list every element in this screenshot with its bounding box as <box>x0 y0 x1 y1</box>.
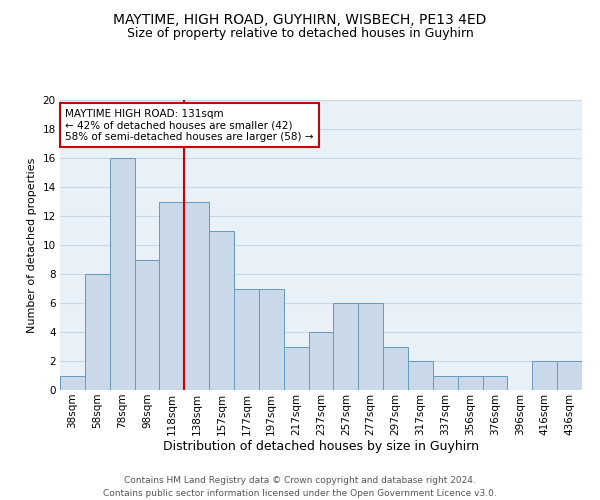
Bar <box>532 361 557 390</box>
Bar <box>408 361 433 390</box>
Bar <box>433 376 458 390</box>
Bar <box>284 346 308 390</box>
Bar <box>209 230 234 390</box>
Bar <box>160 202 184 390</box>
Bar <box>482 376 508 390</box>
Text: Contains HM Land Registry data © Crown copyright and database right 2024.
Contai: Contains HM Land Registry data © Crown c… <box>103 476 497 498</box>
Bar <box>259 288 284 390</box>
Bar <box>308 332 334 390</box>
Text: Size of property relative to detached houses in Guyhirn: Size of property relative to detached ho… <box>127 28 473 40</box>
Text: MAYTIME, HIGH ROAD, GUYHIRN, WISBECH, PE13 4ED: MAYTIME, HIGH ROAD, GUYHIRN, WISBECH, PE… <box>113 12 487 26</box>
X-axis label: Distribution of detached houses by size in Guyhirn: Distribution of detached houses by size … <box>163 440 479 454</box>
Bar <box>557 361 582 390</box>
Bar <box>60 376 85 390</box>
Bar <box>234 288 259 390</box>
Text: MAYTIME HIGH ROAD: 131sqm
← 42% of detached houses are smaller (42)
58% of semi-: MAYTIME HIGH ROAD: 131sqm ← 42% of detac… <box>65 108 314 142</box>
Bar <box>383 346 408 390</box>
Bar <box>184 202 209 390</box>
Bar <box>334 303 358 390</box>
Bar <box>110 158 134 390</box>
Bar <box>85 274 110 390</box>
Bar <box>358 303 383 390</box>
Bar <box>134 260 160 390</box>
Y-axis label: Number of detached properties: Number of detached properties <box>27 158 37 332</box>
Bar <box>458 376 482 390</box>
